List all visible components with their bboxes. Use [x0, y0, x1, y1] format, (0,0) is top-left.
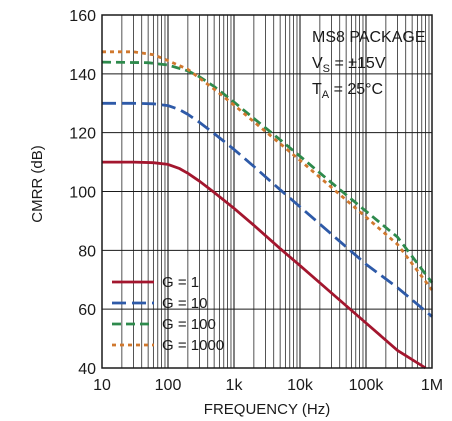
x-tick-label: 1k: [226, 377, 244, 394]
legend-label-1: G = 1: [162, 274, 199, 291]
y-tick-label: 80: [78, 243, 96, 260]
x-tick-label: 100k: [349, 377, 385, 394]
legend-label-2: G = 10: [162, 295, 207, 312]
annotation-temperature-value: = 25°C: [329, 81, 383, 98]
x-tick-label: 100: [155, 377, 182, 394]
y-tick-label: 40: [78, 361, 96, 378]
series-line-2: [102, 101, 433, 318]
series-line-4: [102, 50, 434, 291]
x-tick-label: 1M: [421, 377, 443, 394]
legend-label-4: G = 1000: [162, 337, 224, 354]
legend-label-3: G = 100: [162, 316, 216, 333]
y-axis-label: CMRR (dB): [29, 145, 46, 223]
annotation-supply-subscript: S: [323, 63, 330, 75]
y-tick-label: 60: [78, 302, 96, 319]
x-tick-label: 10: [93, 377, 111, 394]
annotation-package: MS8 PACKAGE: [312, 29, 426, 46]
series-line-3: [101, 60, 434, 284]
y-tick-labels: 40 60 80 100 120 140 160: [69, 8, 96, 378]
y-tick-label: 140: [69, 67, 96, 84]
annotation-supply-symbol: V: [312, 55, 323, 72]
legend: G = 1 G = 10 G = 100 G = 1000: [112, 274, 224, 354]
y-tick-label: 160: [69, 8, 96, 25]
x-tick-labels: 10 100 1k 10k 100k 1M: [93, 377, 443, 394]
y-tick-label: 120: [69, 126, 96, 143]
series-lines: [101, 50, 434, 370]
annotation-temperature-symbol: T: [312, 81, 322, 98]
annotation-temperature-subscript: A: [322, 89, 330, 101]
annotation-supply: VS = ±15V: [312, 55, 386, 75]
x-tick-label: 10k: [287, 377, 314, 394]
plot-frame: [101, 14, 433, 369]
series-line-1: [102, 160, 427, 370]
conditions-annotation: MS8 PACKAGE VS = ±15V TA = 25°C: [312, 29, 426, 101]
x-axis-label: FREQUENCY (Hz): [204, 401, 330, 418]
annotation-temperature: TA = 25°C: [312, 81, 383, 101]
annotation-supply-value: = ±15V: [330, 55, 386, 72]
y-tick-label: 100: [69, 185, 96, 202]
